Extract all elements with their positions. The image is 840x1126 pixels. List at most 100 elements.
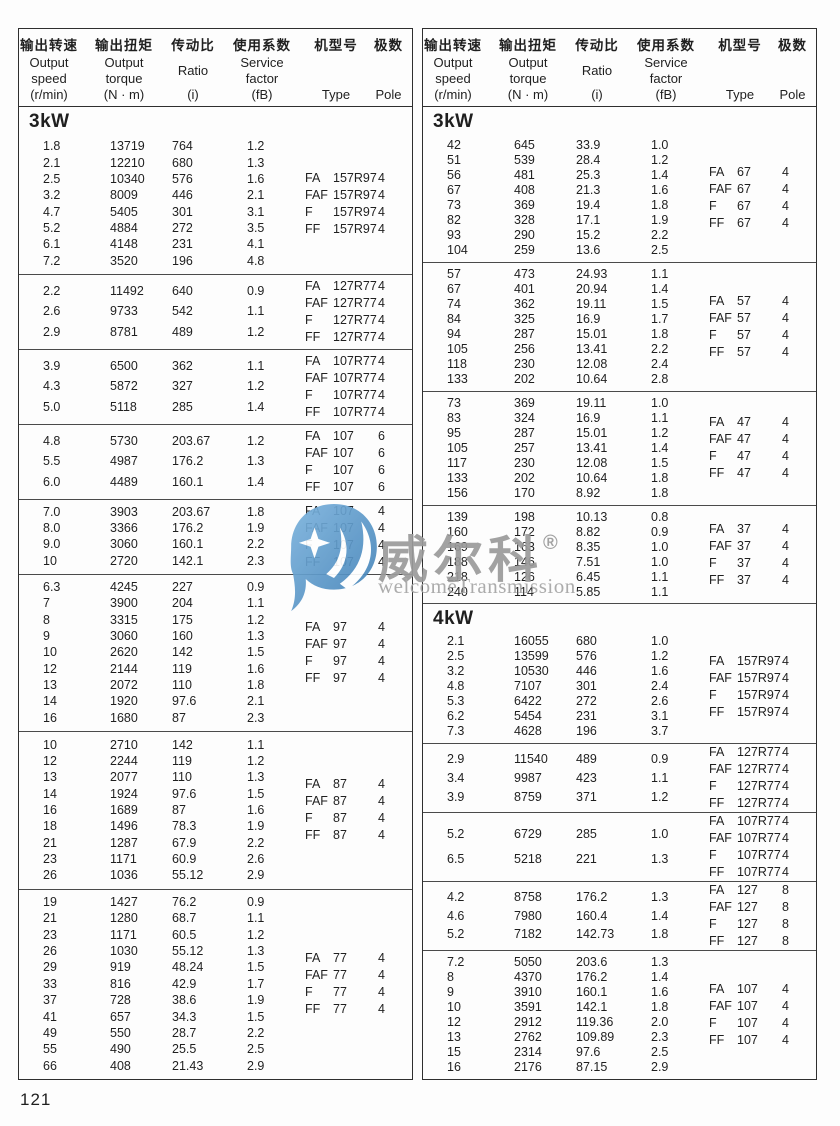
data-row: 188 146 7.51 1.0 — [447, 555, 709, 570]
type-model: 127R77 — [333, 312, 377, 327]
type-model: 107 — [333, 445, 354, 460]
type-line: FAF 107 4 — [709, 998, 812, 1015]
data-row: 41 657 34.3 1.5 — [43, 1010, 305, 1025]
type-label: FA 47 — [709, 414, 751, 431]
type-line: FF 107 4 — [305, 554, 408, 571]
cell-output-torque: 408 — [514, 183, 535, 197]
pole-value: 4 — [378, 520, 385, 535]
cell-output-torque: 170 — [514, 485, 535, 500]
cell-service-factor: 1.5 — [651, 296, 669, 311]
pole-value: 4 — [782, 198, 789, 213]
column-header-zh: 使用系数 — [637, 38, 695, 53]
type-line: FAF 37 4 — [709, 538, 812, 555]
cell-output-speed: 7.2 — [447, 955, 465, 970]
cell-ratio: 142.1 — [576, 1000, 608, 1015]
data-row: 133 202 10.64 2.8 — [447, 372, 709, 387]
cell-service-factor: 2.1 — [247, 188, 265, 203]
table-header: 输出转速 Output speed (r/min) 输出扭矩 Output torque (N… — [19, 29, 412, 107]
cell-ratio: 87 — [172, 710, 186, 725]
cell-output-torque: 2620 — [110, 645, 138, 660]
column-header-unit: (fB) — [251, 87, 273, 102]
type-label: FAF 107 — [709, 998, 758, 1015]
column-header-4: 机型号 Type — [307, 34, 365, 102]
type-label: FF 107 — [709, 1032, 758, 1049]
type-model: 157R97 — [737, 704, 781, 719]
pole-value: 4 — [378, 370, 385, 385]
type-line: FF 107 4 — [709, 1032, 812, 1049]
cell-output-speed: 2.5 — [43, 171, 61, 186]
data-row: 12 2912 119.36 2.0 — [447, 1015, 709, 1030]
column-header-zh: 机型号 — [718, 38, 762, 53]
type-model: 107R77 — [737, 865, 781, 880]
data-row: 4.6 7980 160.4 1.4 — [447, 909, 709, 924]
cell-output-torque: 369 — [514, 198, 535, 212]
data-row: 12 2244 119 1.2 — [43, 754, 305, 769]
type-label: FF 67 — [709, 215, 751, 232]
type-model: 127 — [737, 883, 758, 898]
data-row: 16 1680 87 2.3 — [43, 711, 305, 726]
cell-service-factor: 1.8 — [247, 678, 265, 693]
type-line: F 97 4 — [305, 653, 408, 670]
type-prefix: FF — [709, 344, 725, 359]
cell-service-factor: 3.5 — [247, 220, 265, 235]
cell-ratio: 19.11 — [576, 395, 607, 410]
data-row: 74 362 19.11 1.5 — [447, 297, 709, 312]
cell-output-torque: 1920 — [110, 694, 138, 709]
pole-value: 4 — [378, 404, 385, 419]
type-line: FAF 87 4 — [305, 793, 408, 810]
pole-value: 4 — [782, 848, 789, 863]
cell-service-factor: 1.1 — [247, 596, 265, 611]
cell-output-speed: 83 — [447, 410, 461, 425]
cell-service-factor: 1.4 — [247, 474, 265, 489]
cell-output-torque: 9987 — [514, 770, 542, 785]
cell-service-factor: 1.4 — [651, 281, 669, 296]
cell-output-speed: 33 — [43, 976, 57, 991]
cell-ratio: 176.2 — [172, 454, 204, 469]
type-model: 87 — [333, 794, 347, 809]
data-row: 218 126 6.45 1.1 — [447, 570, 709, 585]
spec-block: 1.8 13719 764 1.2 2.1 12210 680 1.3 2.5 10340 576 1… — [19, 134, 412, 274]
cell-service-factor: 1.3 — [247, 454, 265, 469]
cell-ratio: 176.2 — [576, 970, 608, 985]
type-prefix: FAF — [709, 432, 732, 447]
cell-ratio: 10.64 — [576, 371, 608, 386]
type-line: FAF 67 4 — [709, 181, 812, 198]
type-model: 107 — [333, 479, 354, 494]
cell-output-torque: 230 — [514, 455, 535, 470]
column-header-zh: 输出转速 — [424, 38, 482, 53]
cell-output-speed: 19 — [43, 895, 57, 909]
cell-service-factor: 2.5 — [247, 1042, 265, 1057]
data-row: 18 1496 78.3 1.9 — [43, 819, 305, 834]
data-row: 7.2 5050 203.6 1.3 — [447, 955, 709, 970]
type-label: FF 107R77 — [305, 404, 377, 421]
cell-output-speed: 10 — [447, 1000, 461, 1015]
type-prefix: FAF — [305, 968, 328, 983]
cell-output-torque: 328 — [514, 213, 535, 227]
data-row: 13 2077 110 1.3 — [43, 770, 305, 785]
type-line: F 107 4 — [709, 1015, 812, 1032]
type-label: FF 107 — [305, 554, 354, 571]
cell-output-speed: 14 — [43, 694, 57, 709]
type-label: FAF 67 — [709, 181, 751, 198]
block-types: FA 37 4 FAF 37 4 F 37 4 FF 37 4 — [709, 506, 816, 604]
data-row: 23 1171 60.9 2.6 — [43, 852, 305, 867]
data-row: 21 1280 68.7 1.1 — [43, 911, 305, 926]
cell-output-speed: 26 — [43, 944, 57, 959]
type-prefix: FAF — [709, 762, 732, 777]
cell-output-speed: 6.5 — [447, 852, 465, 867]
type-model: 107R77 — [333, 387, 377, 402]
type-line: FAF 107 6 — [305, 445, 408, 462]
spec-block: 73 369 19.11 1.0 83 324 16.9 1.1 95 287 15.01 1.2 10… — [423, 390, 816, 505]
data-row: 15 2314 97.6 2.5 — [447, 1045, 709, 1060]
type-prefix: F — [305, 537, 313, 552]
type-prefix: F — [709, 449, 717, 464]
type-label: FA 107 — [709, 981, 758, 998]
block-rows: 57 473 24.93 1.1 67 401 20.94 1.4 74 362 19.11 1.5 8… — [423, 263, 709, 391]
type-prefix: FAF — [305, 794, 328, 809]
block-rows: 6.3 4245 227 0.9 7 3900 204 1.1 8 3315 175 1.2 9 3060… — [19, 575, 305, 731]
cell-output-speed: 9 — [43, 629, 50, 644]
cell-service-factor: 1.9 — [651, 213, 669, 227]
cell-service-factor: 1.1 — [651, 770, 669, 785]
column-header-unit: Pole — [779, 87, 806, 102]
column-header-unit: (r/min) — [30, 87, 68, 102]
